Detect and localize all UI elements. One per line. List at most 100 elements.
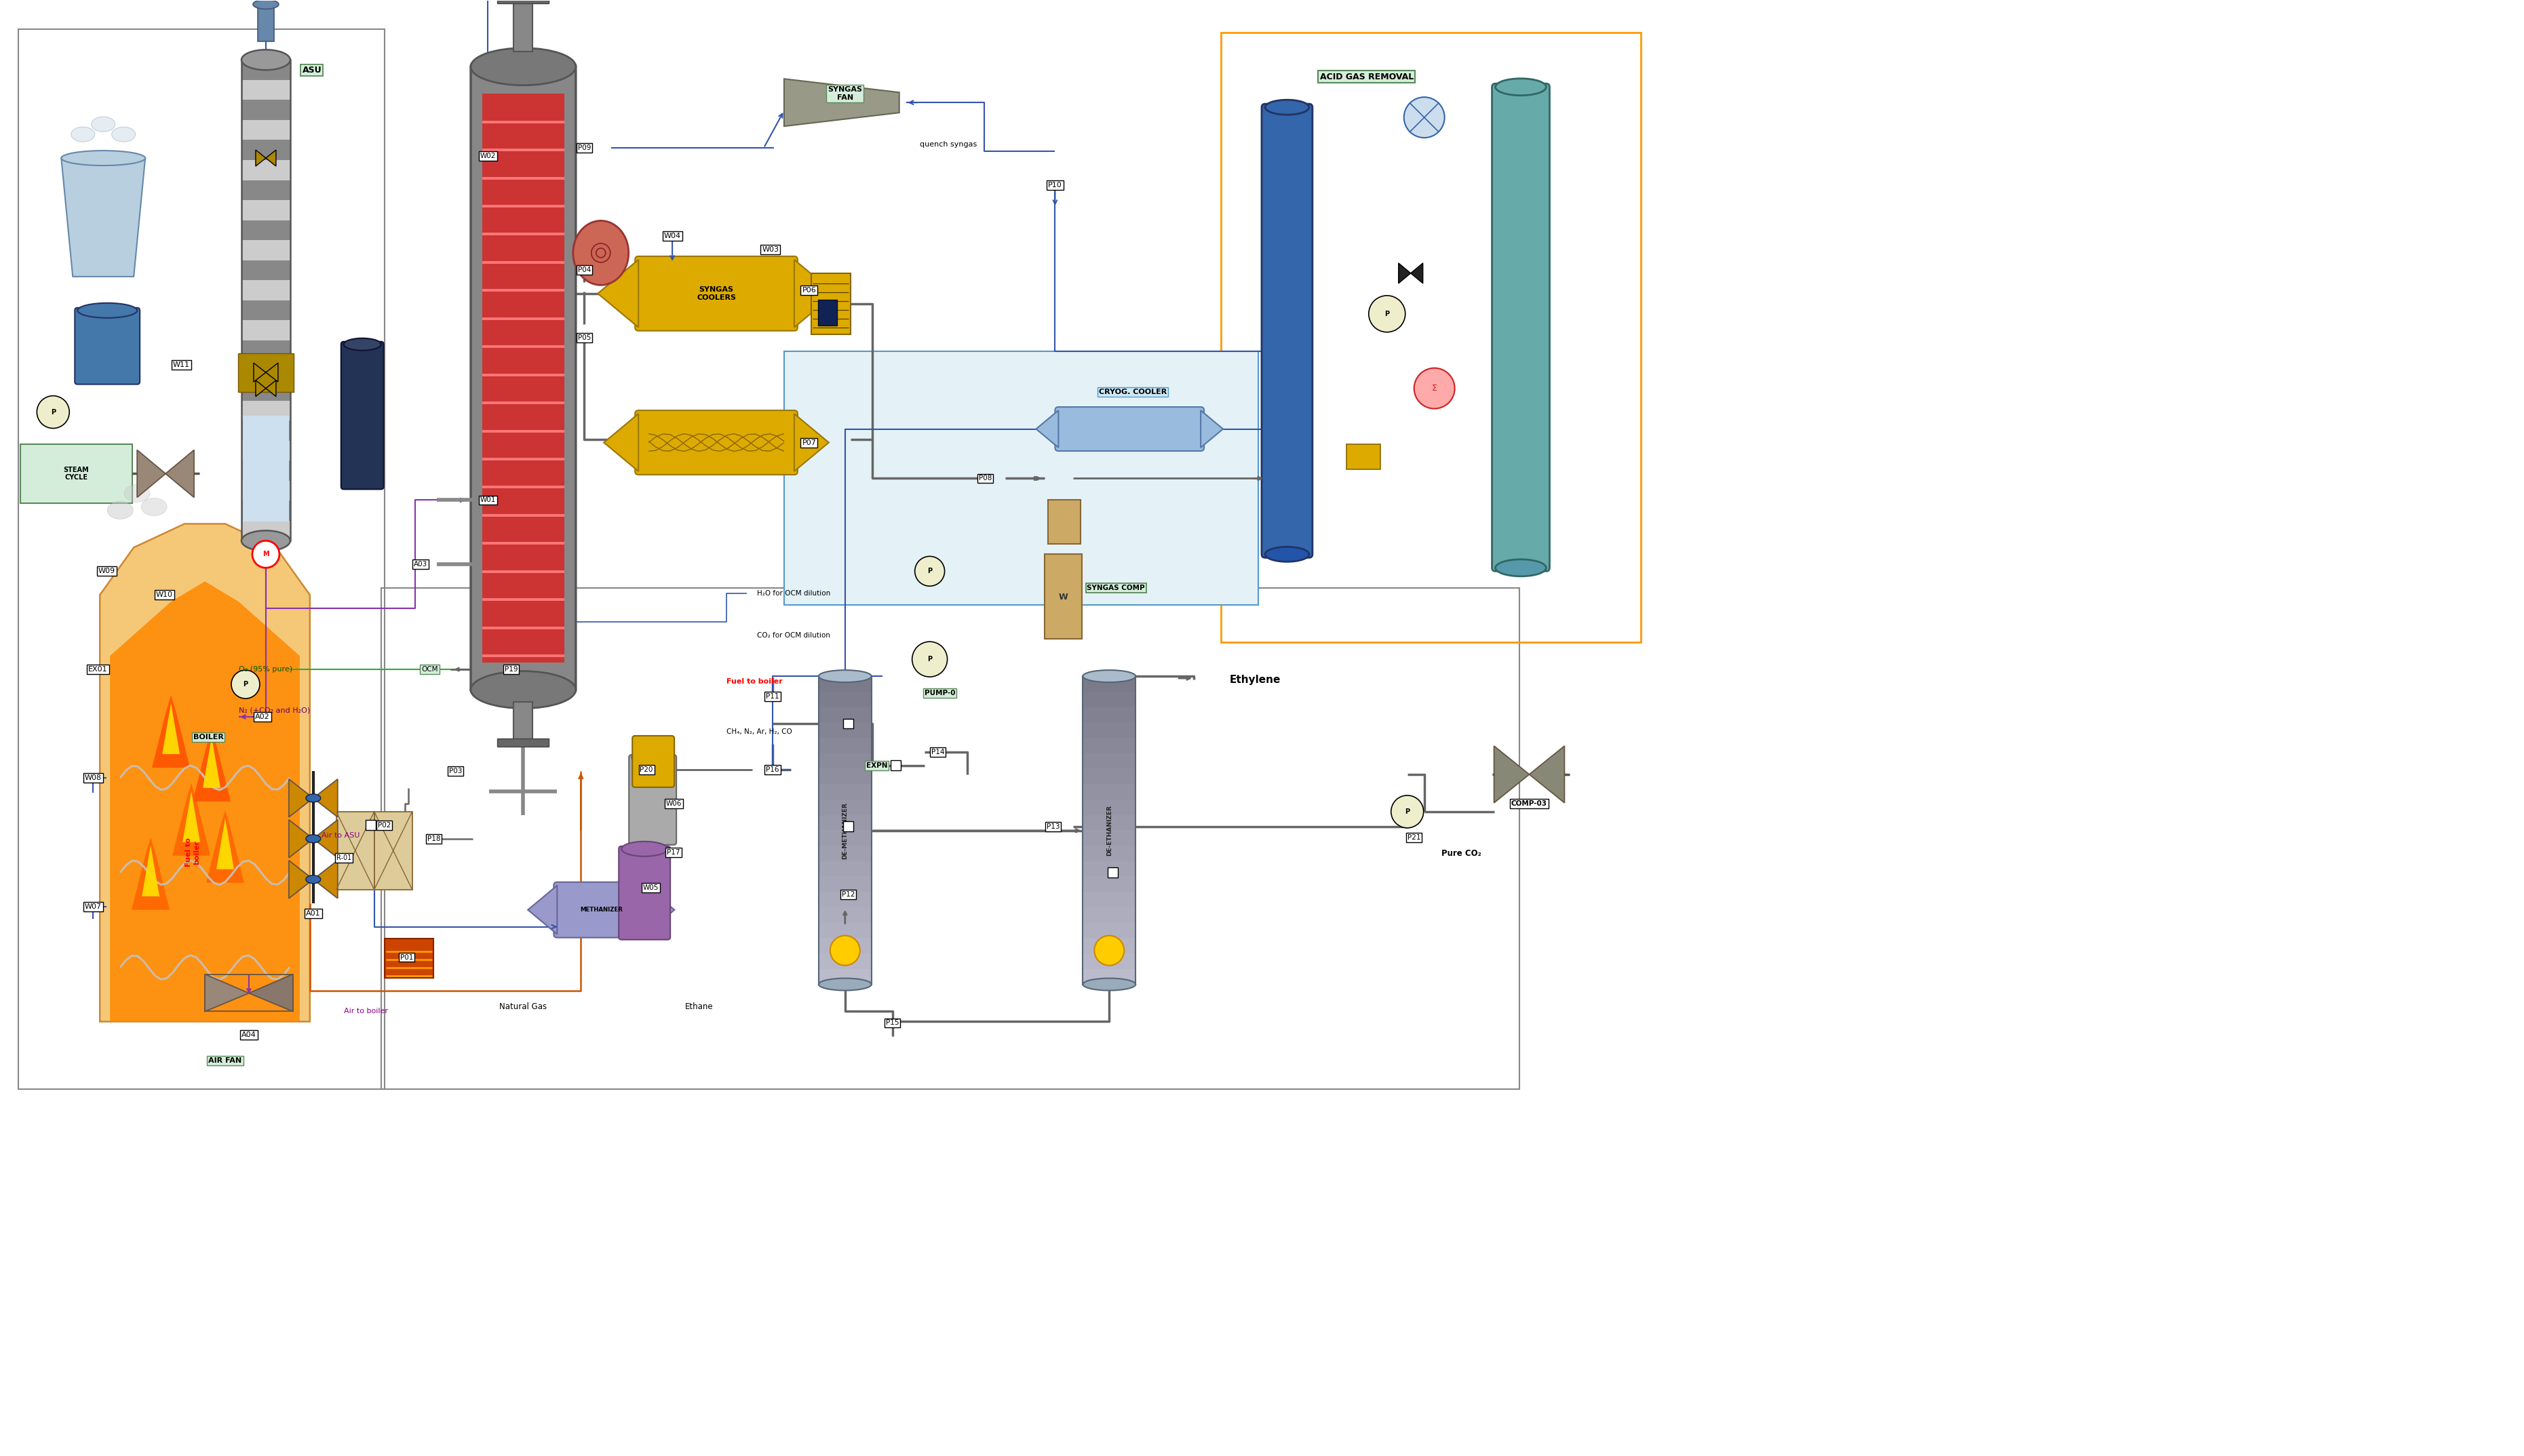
- Text: H₂O for OCM dilution: H₂O for OCM dilution: [757, 590, 830, 597]
- Polygon shape: [61, 159, 146, 277]
- Text: W: W: [1060, 593, 1068, 601]
- FancyBboxPatch shape: [257, 4, 275, 42]
- FancyBboxPatch shape: [336, 811, 374, 890]
- FancyBboxPatch shape: [1083, 968, 1136, 984]
- FancyBboxPatch shape: [818, 676, 871, 692]
- Ellipse shape: [61, 150, 146, 166]
- Text: DE-METHANIZER: DE-METHANIZER: [843, 802, 848, 859]
- FancyBboxPatch shape: [1108, 868, 1118, 878]
- Polygon shape: [131, 837, 169, 910]
- FancyBboxPatch shape: [1492, 83, 1550, 571]
- FancyBboxPatch shape: [242, 521, 290, 540]
- Text: P: P: [1386, 310, 1388, 317]
- Polygon shape: [785, 79, 899, 127]
- Circle shape: [1368, 296, 1406, 332]
- FancyBboxPatch shape: [341, 342, 384, 489]
- Ellipse shape: [78, 303, 136, 317]
- Text: P08: P08: [979, 475, 992, 482]
- Text: PUMP-0: PUMP-0: [924, 690, 954, 696]
- FancyBboxPatch shape: [242, 300, 290, 320]
- Text: ACID GAS REMOVAL: ACID GAS REMOVAL: [1320, 73, 1413, 82]
- Circle shape: [1391, 795, 1424, 828]
- Polygon shape: [182, 791, 199, 842]
- FancyBboxPatch shape: [242, 421, 290, 441]
- Text: W04: W04: [664, 233, 681, 239]
- Text: STEAM
CYCLE: STEAM CYCLE: [63, 466, 88, 480]
- Ellipse shape: [818, 670, 871, 683]
- FancyBboxPatch shape: [891, 760, 901, 770]
- Ellipse shape: [71, 127, 96, 141]
- Text: W11: W11: [172, 361, 189, 368]
- FancyBboxPatch shape: [497, 0, 550, 4]
- Text: Ethylene: Ethylene: [1229, 674, 1280, 684]
- FancyBboxPatch shape: [242, 220, 290, 240]
- FancyBboxPatch shape: [1083, 738, 1136, 753]
- FancyBboxPatch shape: [1083, 676, 1136, 692]
- Ellipse shape: [1265, 100, 1310, 115]
- Polygon shape: [141, 846, 159, 897]
- Text: M: M: [262, 550, 270, 558]
- Polygon shape: [172, 783, 209, 856]
- Text: W07: W07: [86, 903, 101, 910]
- FancyBboxPatch shape: [242, 441, 290, 460]
- Circle shape: [830, 936, 861, 965]
- Polygon shape: [1035, 411, 1058, 447]
- Polygon shape: [795, 414, 828, 472]
- Text: P18: P18: [427, 836, 442, 842]
- Text: P04: P04: [578, 266, 591, 274]
- Text: ASU: ASU: [303, 66, 321, 74]
- FancyBboxPatch shape: [242, 199, 290, 220]
- FancyBboxPatch shape: [818, 830, 871, 846]
- Text: Pure CO₂: Pure CO₂: [1441, 849, 1482, 858]
- FancyBboxPatch shape: [1083, 753, 1136, 769]
- FancyBboxPatch shape: [843, 821, 853, 831]
- Text: CO₂ for OCM dilution: CO₂ for OCM dilution: [757, 632, 830, 639]
- FancyBboxPatch shape: [1083, 923, 1136, 938]
- Text: P20: P20: [641, 766, 654, 773]
- Text: P15: P15: [886, 1019, 899, 1026]
- FancyBboxPatch shape: [636, 411, 798, 475]
- Ellipse shape: [305, 875, 321, 884]
- Ellipse shape: [631, 751, 674, 764]
- Text: Air to boiler: Air to boiler: [343, 1008, 389, 1015]
- Polygon shape: [162, 703, 179, 754]
- Circle shape: [911, 642, 946, 677]
- Polygon shape: [795, 259, 835, 328]
- Text: P07: P07: [803, 440, 815, 446]
- Circle shape: [38, 396, 68, 428]
- FancyBboxPatch shape: [636, 256, 798, 331]
- FancyBboxPatch shape: [242, 240, 290, 261]
- FancyBboxPatch shape: [1083, 769, 1136, 783]
- FancyBboxPatch shape: [242, 341, 290, 361]
- FancyBboxPatch shape: [242, 460, 290, 480]
- FancyBboxPatch shape: [1055, 408, 1204, 451]
- Text: A04: A04: [242, 1032, 257, 1038]
- FancyBboxPatch shape: [472, 63, 575, 693]
- Text: quench syngas: quench syngas: [919, 141, 977, 149]
- Ellipse shape: [305, 794, 321, 802]
- Text: METHANIZER: METHANIZER: [581, 907, 623, 913]
- Circle shape: [1413, 368, 1454, 409]
- Text: Natural Gas: Natural Gas: [500, 1002, 548, 1010]
- Ellipse shape: [91, 116, 116, 131]
- Text: SYNGAS COMP: SYNGAS COMP: [1088, 585, 1146, 591]
- Text: Σ: Σ: [1431, 384, 1436, 393]
- FancyBboxPatch shape: [1045, 555, 1083, 639]
- Polygon shape: [255, 380, 275, 396]
- FancyBboxPatch shape: [818, 692, 871, 708]
- Polygon shape: [1201, 411, 1224, 447]
- Polygon shape: [1494, 745, 1565, 802]
- FancyBboxPatch shape: [818, 708, 871, 722]
- FancyBboxPatch shape: [1047, 499, 1080, 545]
- FancyBboxPatch shape: [818, 877, 871, 893]
- Circle shape: [1095, 936, 1123, 965]
- Text: Fuel to
boiler: Fuel to boiler: [184, 837, 199, 866]
- FancyBboxPatch shape: [384, 938, 434, 977]
- Text: W01: W01: [480, 496, 495, 504]
- Text: P19: P19: [505, 665, 517, 673]
- FancyBboxPatch shape: [818, 722, 871, 738]
- Polygon shape: [288, 779, 338, 817]
- Polygon shape: [204, 974, 250, 1012]
- Polygon shape: [250, 974, 293, 1012]
- Polygon shape: [202, 737, 220, 788]
